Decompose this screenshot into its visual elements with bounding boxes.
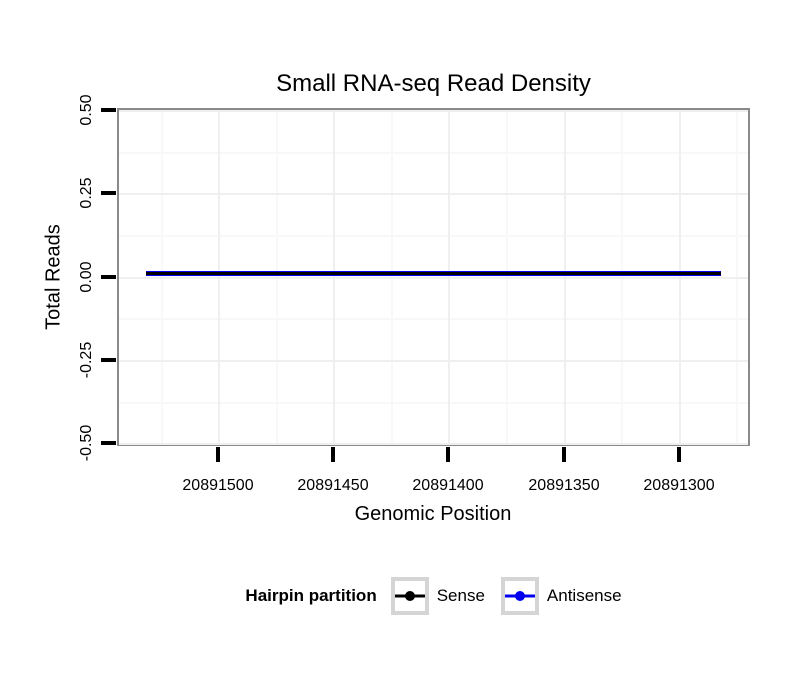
x-tick-mark [446, 447, 450, 462]
x-axis-title: Genomic Position [354, 503, 512, 525]
antisense-point-icon [514, 591, 525, 601]
y-tick-label: -0.50 [78, 424, 95, 462]
gridline-horizontal-minor [119, 152, 748, 154]
x-tick-mark [677, 447, 681, 462]
sense-point-icon [404, 591, 415, 601]
legend: Hairpin partition Sense Antisense [117, 576, 750, 616]
x-tick-label: 20891450 [297, 477, 369, 494]
gridline-horizontal-major [119, 443, 748, 445]
y-axis-title: Total Reads [42, 224, 65, 330]
gridline-horizontal-major [119, 193, 748, 195]
gridline-horizontal-minor [119, 235, 748, 237]
x-tick-mark [562, 447, 566, 462]
y-tick-mark [101, 191, 116, 195]
y-tick-mark [101, 108, 116, 112]
plot-panel [117, 108, 750, 446]
y-tick-label: 0.50 [78, 94, 95, 126]
gridline-horizontal-minor [119, 402, 748, 404]
y-tick-mark [101, 275, 116, 279]
x-tick-label: 20891350 [528, 477, 600, 494]
legend-key-sense [390, 577, 429, 615]
sense-data-line [146, 272, 721, 275]
gridline-horizontal-major [119, 360, 748, 362]
y-tick-mark [101, 358, 116, 362]
x-tick-mark [331, 447, 335, 462]
legend-label-antisense: Antisense [546, 586, 622, 605]
x-tick-label: 20891400 [412, 477, 484, 494]
gridline-horizontal-minor [119, 318, 748, 320]
y-tick-label: 0.25 [78, 177, 95, 209]
x-tick-label: 20891500 [182, 477, 254, 494]
y-tick-label: -0.25 [78, 341, 95, 379]
gridline-horizontal-major [119, 110, 748, 112]
legend-title: Hairpin partition [245, 586, 377, 605]
y-tick-mark [101, 441, 116, 445]
plot-title: Small RNA-seq Read Density [276, 70, 591, 97]
legend-key-antisense [500, 577, 539, 615]
x-tick-mark [216, 447, 220, 462]
gridline-horizontal-major [119, 277, 748, 279]
legend-label-sense: Sense [436, 586, 485, 605]
y-tick-label: 0.00 [78, 261, 95, 293]
x-tick-label: 20891300 [643, 477, 715, 494]
